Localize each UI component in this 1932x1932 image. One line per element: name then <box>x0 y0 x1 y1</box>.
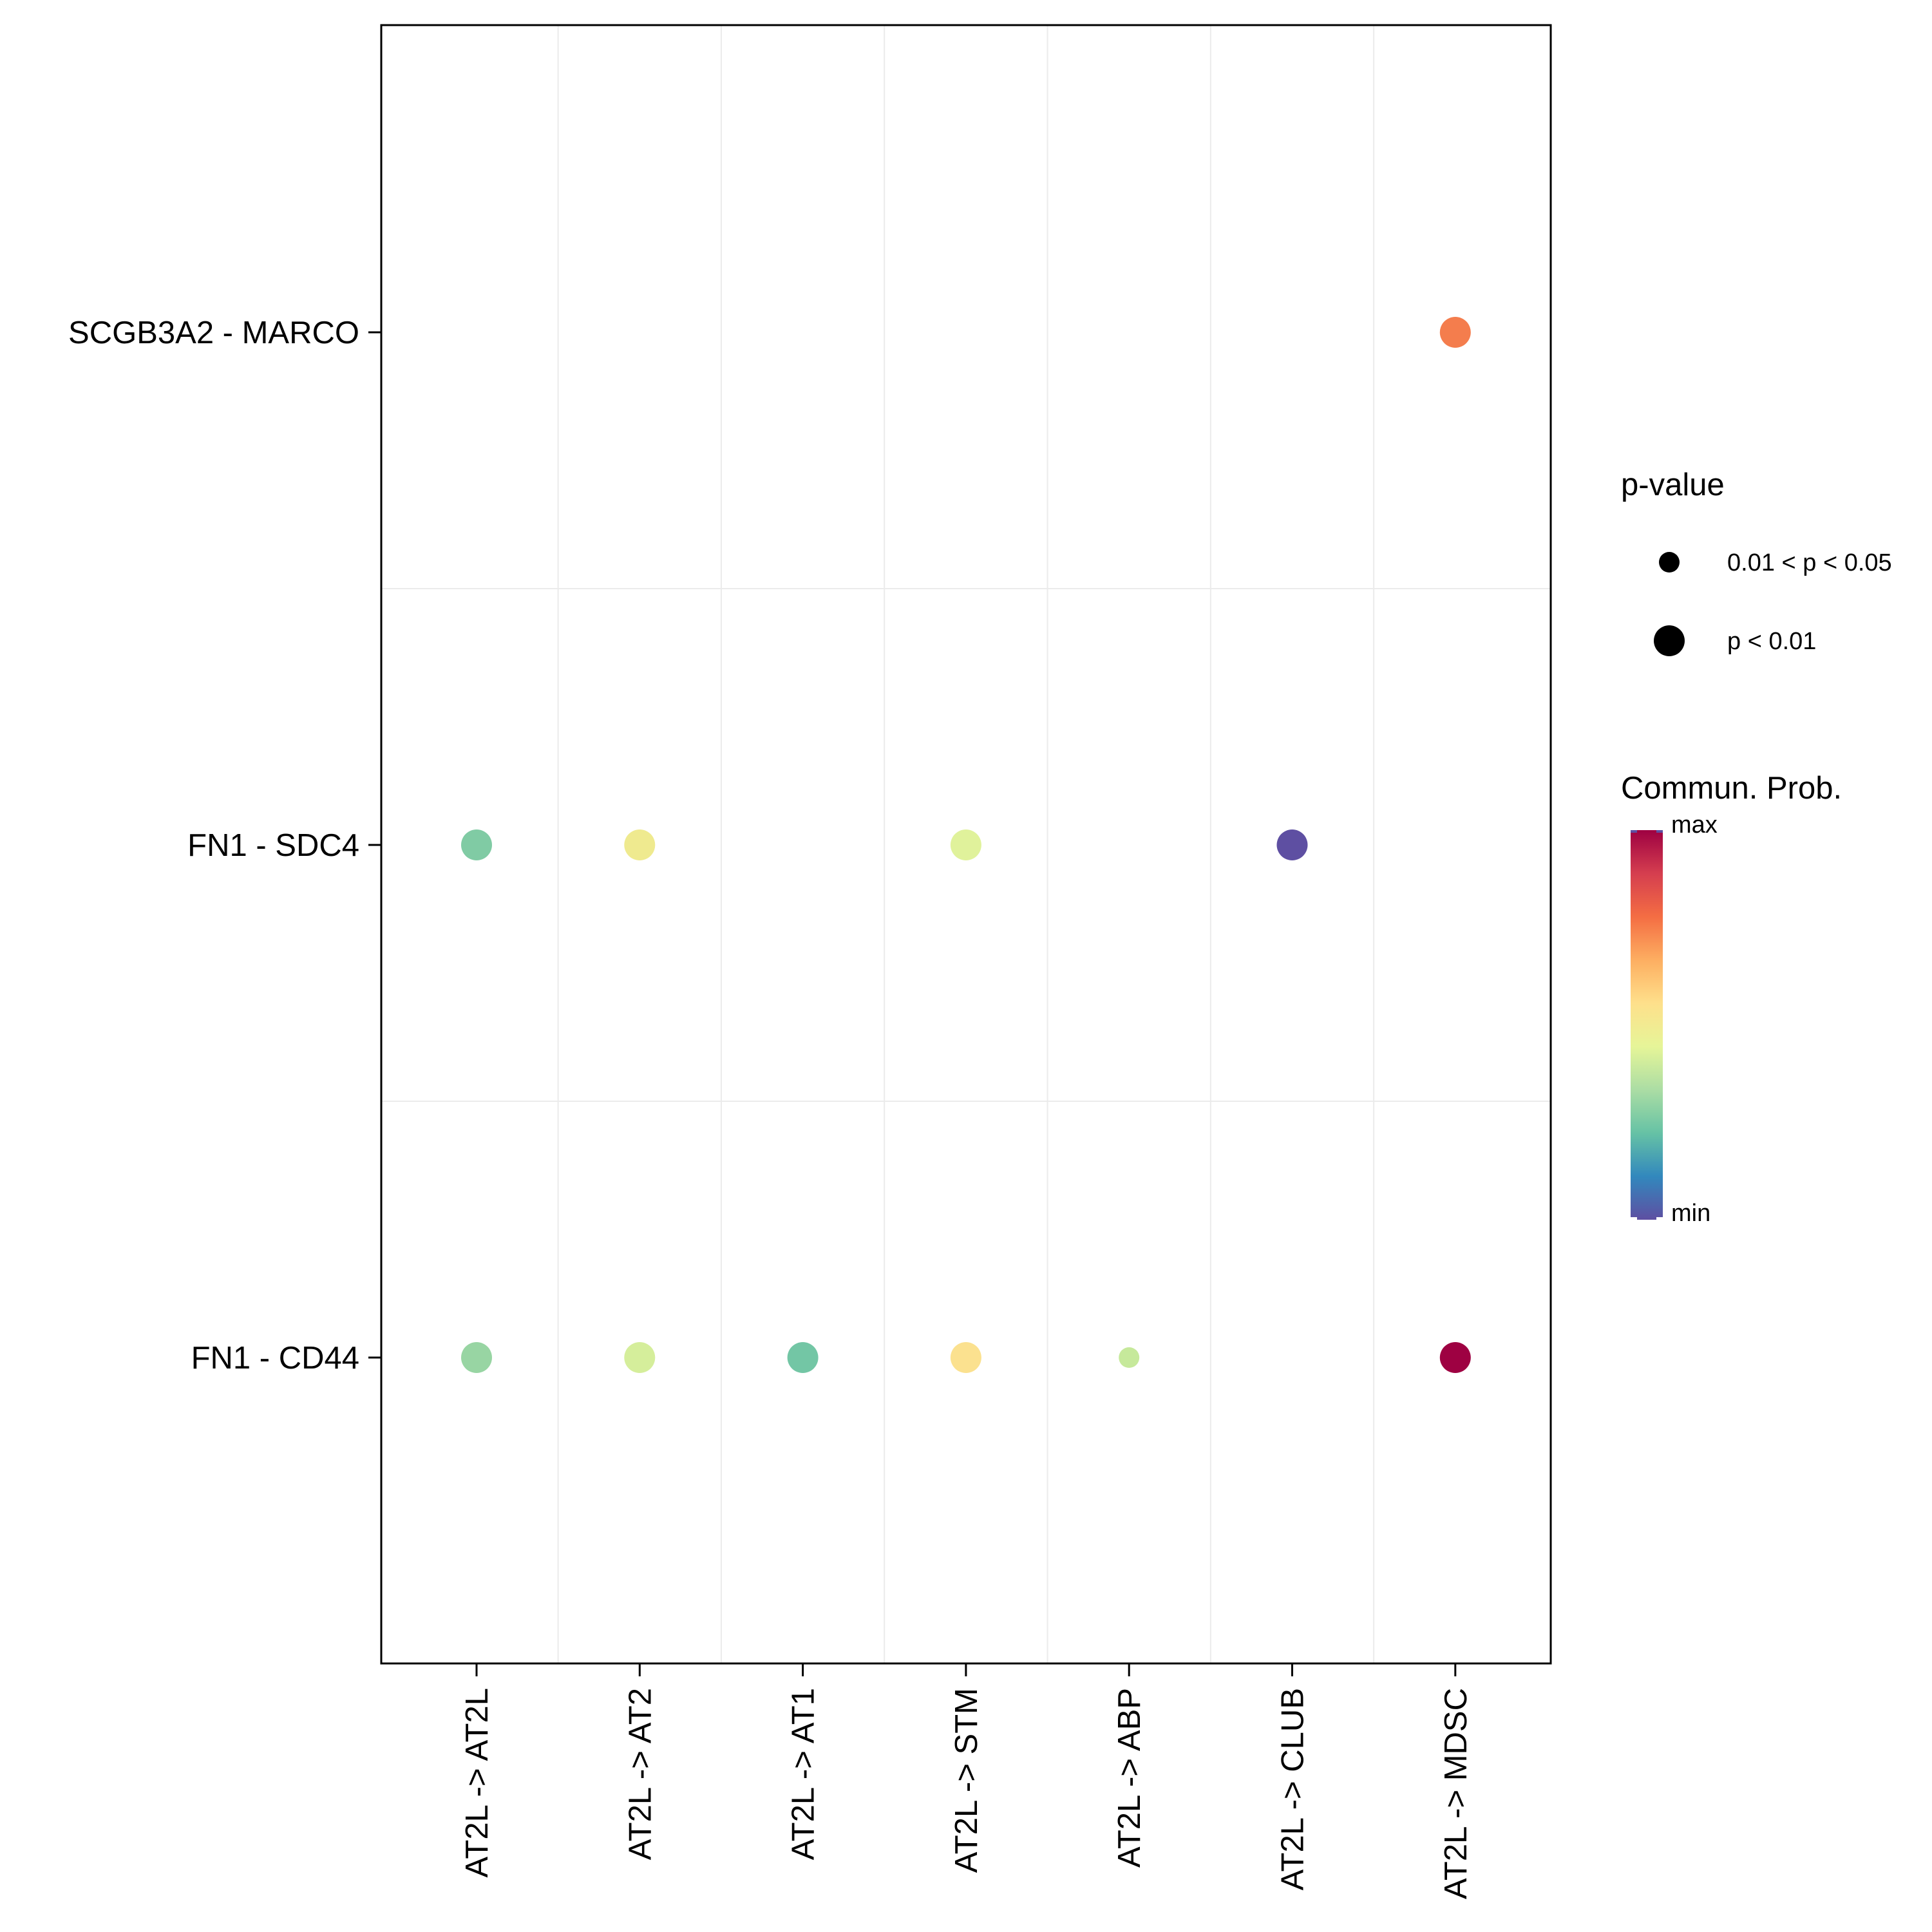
commun-prob-legend-title: Commun. Prob. <box>1621 771 1842 806</box>
colorbar-min-label: min <box>1671 1200 1710 1227</box>
pvalue-legend-label: 0.01 < p < 0.05 <box>1727 549 1892 576</box>
data-point <box>461 829 492 860</box>
data-point <box>950 829 981 860</box>
pvalue-legend-title: p-value <box>1621 468 1725 502</box>
data-point <box>787 1342 819 1373</box>
data-point <box>1439 317 1471 348</box>
data-point <box>950 1342 981 1373</box>
pvalue-legend: p-value 0.01 < p < 0.05 p < 0.01 <box>1621 468 1892 656</box>
pvalue-legend-key <box>1654 625 1685 656</box>
plot-area: SCGB3A2 - MARCO FN1 - SDC4 FN1 - CD44 AT2L … <box>68 24 1552 1899</box>
data-point <box>624 829 656 860</box>
x-tick-label: AT2L -> MDSC <box>1439 1688 1473 1899</box>
data-point <box>1276 829 1308 860</box>
colorbar-max-label: max <box>1671 811 1718 838</box>
y-tick-label: FN1 - SDC4 <box>187 828 359 863</box>
colorbar <box>1631 830 1663 1220</box>
x-tick-label: AT2L -> AT2L <box>460 1688 495 1878</box>
commun-prob-legend: Commun. Prob. max min <box>1621 771 1842 1227</box>
x-tick-label: AT2L -> AT2 <box>623 1688 658 1860</box>
x-tick-label: AT2L -> CLUB <box>1276 1688 1311 1891</box>
data-point <box>461 1342 492 1373</box>
x-tick-label: AT2L -> ABP <box>1112 1688 1147 1868</box>
data-point <box>1119 1347 1140 1368</box>
x-tick-label: AT2L -> STM <box>949 1688 984 1873</box>
pvalue-legend-key <box>1659 552 1680 573</box>
data-point <box>1439 1342 1471 1373</box>
y-tick-label: SCGB3A2 - MARCO <box>68 316 359 350</box>
x-tick-label: AT2L -> AT1 <box>786 1688 821 1860</box>
pvalue-legend-label: p < 0.01 <box>1727 628 1816 655</box>
y-tick-label: FN1 - CD44 <box>191 1341 359 1376</box>
data-point <box>624 1342 656 1373</box>
